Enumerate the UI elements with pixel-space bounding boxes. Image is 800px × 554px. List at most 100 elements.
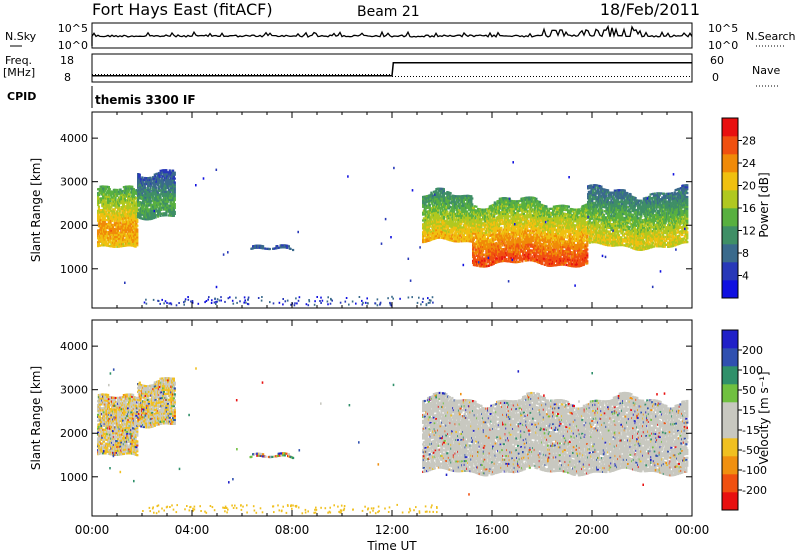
heatmap-cell — [114, 232, 117, 235]
heatmap-cell — [161, 206, 164, 209]
nave-dot — [638, 76, 639, 77]
heatmap-cell — [483, 222, 486, 225]
heatmap-cell — [487, 211, 490, 214]
heatmap-cell — [118, 223, 121, 227]
heatmap-cell — [530, 259, 533, 262]
nave-dot — [557, 76, 558, 77]
heatmap-cell — [435, 229, 438, 232]
heatmap-cell — [452, 224, 455, 227]
heatmap-cell — [166, 171, 169, 174]
heatmap-cell — [517, 253, 520, 256]
nave-dot — [215, 74, 216, 75]
heatmap-cell — [153, 212, 156, 215]
heatmap-cell — [497, 229, 500, 232]
heatmap-cell — [437, 213, 440, 216]
nsearch-tick-bottom: 10^0 — [708, 39, 738, 52]
heatmap-cell — [112, 241, 115, 244]
nave-dot — [257, 74, 258, 75]
heatmap-cell — [447, 199, 450, 202]
heatmap-cell — [98, 221, 101, 224]
heatmap-cell — [172, 208, 175, 211]
heatmap-cell — [467, 228, 470, 231]
heatmap-cell — [503, 203, 506, 206]
heatmap-cell — [538, 244, 541, 247]
heatmap-cell — [103, 240, 106, 243]
heatmap-cell — [491, 226, 494, 229]
heatmap-cell — [503, 238, 506, 241]
heatmap-cell — [461, 201, 464, 204]
heatmap-cell — [102, 191, 105, 194]
heatmap-cell — [525, 243, 528, 246]
heatmap-cell — [161, 175, 164, 178]
heatmap-cell — [422, 197, 425, 201]
heatmap-cell — [538, 261, 541, 264]
heatmap-cell — [462, 236, 465, 239]
nave-dot — [551, 76, 552, 77]
heatmap-cell — [503, 242, 506, 245]
heatmap-cell — [536, 200, 539, 203]
heatmap-cell — [536, 233, 539, 236]
heatmap-cell — [173, 199, 176, 202]
heatmap-cell — [122, 239, 125, 242]
nave-dot — [101, 74, 102, 75]
heatmap-cell — [123, 207, 126, 210]
heatmap-cell — [429, 215, 432, 218]
heatmap-cell — [443, 213, 446, 216]
heatmap-cell — [104, 228, 107, 231]
heatmap-cell — [132, 199, 135, 202]
heatmap-cell — [114, 198, 117, 201]
heatmap-cell — [496, 259, 499, 262]
heatmap-cell — [108, 209, 111, 212]
heatmap-cell — [136, 228, 139, 231]
heatmap-cell — [532, 245, 535, 249]
heatmap-cell — [158, 211, 161, 214]
heatmap-cell — [506, 250, 509, 253]
heatmap-cell — [98, 187, 101, 190]
heatmap-cell — [527, 259, 530, 262]
heatmap-cell — [427, 202, 430, 205]
heatmap-cell — [496, 261, 499, 264]
heatmap-cell — [157, 182, 160, 185]
heatmap-cell — [457, 212, 460, 216]
heatmap-cell — [163, 196, 166, 199]
heatmap-cell — [112, 229, 115, 232]
nave-dot — [395, 76, 396, 77]
heatmap-cell — [497, 208, 500, 211]
heatmap-cell — [454, 222, 457, 225]
heatmap-cell — [162, 194, 165, 197]
heatmap-cell — [507, 250, 510, 253]
heatmap-cell — [456, 207, 459, 210]
heatmap-cell — [125, 187, 128, 190]
heatmap-cell — [497, 217, 500, 220]
nave-dot — [596, 76, 597, 77]
heatmap-cell — [497, 209, 500, 212]
heatmap-cell — [128, 242, 131, 245]
nsky-panel: N.Sky 10^5 10^0 10^5 10^0 N.Search — [5, 22, 796, 52]
heatmap-cell — [488, 242, 491, 245]
nave-dot — [671, 76, 672, 77]
heatmap-cell — [520, 207, 523, 210]
nave-dot — [635, 76, 636, 77]
heatmap-cell — [133, 198, 136, 201]
heatmap-cell — [525, 208, 528, 211]
heatmap-cell — [454, 238, 457, 241]
heatmap-cell — [529, 233, 532, 236]
heatmap-cell — [103, 220, 106, 223]
heatmap-cell — [489, 232, 492, 235]
heatmap-cell — [468, 208, 471, 211]
heatmap-cell — [493, 205, 496, 208]
heatmap-cell — [132, 232, 135, 236]
heatmap-cell — [137, 204, 140, 207]
nave-dot — [641, 76, 642, 77]
heatmap-cell — [492, 237, 495, 240]
heatmap-cell — [428, 205, 431, 209]
heatmap-cell — [172, 201, 175, 204]
heatmap-cell — [444, 204, 447, 207]
nave-dot — [326, 74, 327, 75]
heatmap-cell — [528, 255, 531, 258]
heatmap-cell — [494, 208, 497, 212]
heatmap-cell — [473, 222, 476, 226]
heatmap-cell — [434, 221, 437, 224]
heatmap-cell — [462, 202, 465, 205]
heatmap-cell — [109, 217, 112, 220]
